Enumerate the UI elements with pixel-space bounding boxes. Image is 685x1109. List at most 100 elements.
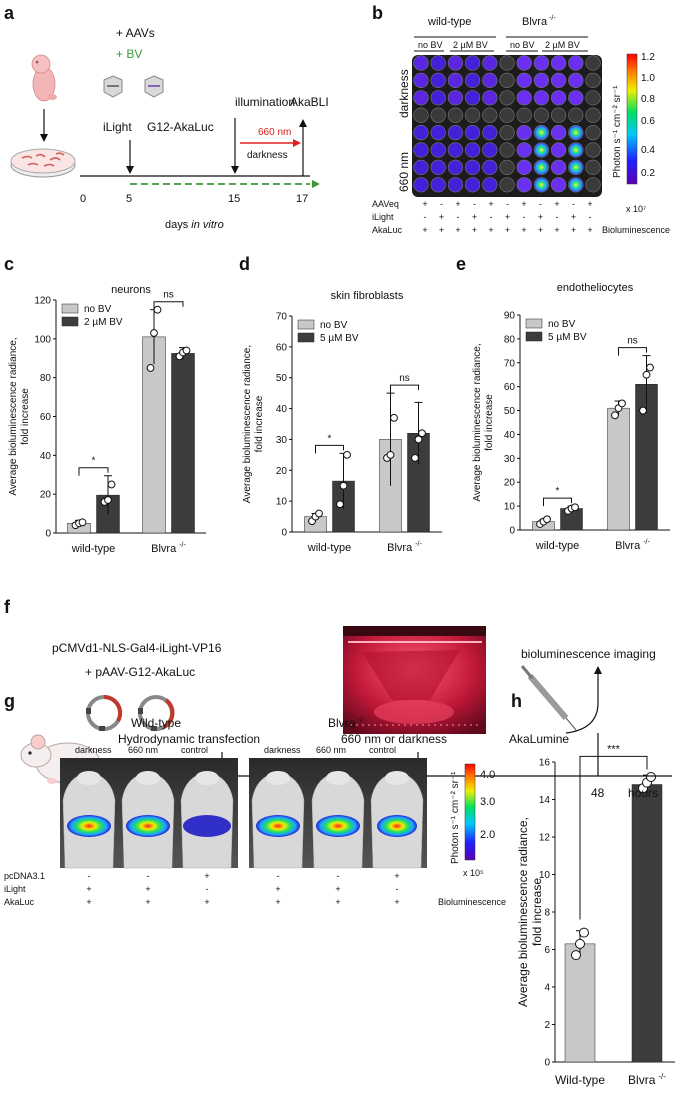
well (550, 159, 567, 175)
bar (564, 943, 596, 1063)
row-label-660: 660 nm (397, 152, 411, 192)
data-point (414, 435, 423, 444)
data-point (571, 950, 581, 961)
table-cell: - (490, 212, 493, 222)
table-cell: + (538, 212, 543, 222)
well (413, 142, 429, 158)
legend-label: no BV (84, 304, 112, 315)
well (585, 142, 601, 158)
well (413, 72, 429, 88)
group-label: Blvra -/- (151, 542, 186, 555)
well (516, 90, 532, 106)
group-label: Blvra -/- (387, 541, 422, 554)
table-cell: + (472, 225, 477, 235)
bar (171, 353, 195, 534)
well (585, 177, 601, 193)
well (516, 142, 532, 158)
data-point (543, 515, 551, 524)
colorbar-tick: 3.0 (480, 796, 495, 808)
well (447, 55, 464, 71)
y-tick-label: 0 (45, 529, 51, 540)
table-cell: + (571, 225, 576, 235)
well (499, 107, 515, 123)
well (568, 159, 584, 175)
table-cell: + (394, 871, 399, 881)
table-cell: - (396, 884, 399, 894)
significance-bracket (543, 497, 572, 507)
colorbar-tick: 0.2 (641, 168, 655, 179)
y-tick-label: 80 (40, 373, 52, 384)
well (413, 159, 429, 175)
legend-label: 2 µM BV (84, 317, 123, 328)
group-label: wild-type (535, 540, 579, 552)
data-point (104, 496, 112, 504)
data-point (107, 480, 116, 489)
significance-label: *** (607, 743, 621, 755)
y-tick-label: 60 (40, 412, 52, 423)
y-tick-label: 2 (544, 1020, 550, 1031)
y-tick-label: 120 (34, 296, 51, 307)
plasmid-icon (138, 695, 175, 731)
cond-label: 660 nm (128, 745, 158, 755)
light-label: 660 nm or darkness (341, 732, 447, 746)
data-point (639, 406, 647, 415)
bioluminescence-label: Bioluminescence (438, 897, 506, 907)
tick-label: 5 (126, 193, 132, 205)
well (465, 142, 481, 158)
well (533, 90, 550, 106)
panel-label-c: c (4, 254, 14, 274)
mouse-head (195, 771, 219, 785)
table-cell: + (554, 199, 559, 209)
table-cell: + (86, 897, 91, 907)
table-cell: + (488, 225, 493, 235)
panel-label-d: d (239, 254, 250, 274)
significance-bracket (315, 444, 344, 454)
data-point (182, 346, 191, 355)
legend-swatch (297, 319, 315, 330)
y-tick-label: 90 (504, 311, 516, 322)
condition-table: AAVeq iLight AkaLuc Bioluminescence + - + -… (372, 199, 670, 235)
y-tick-label: 10 (504, 502, 516, 513)
bioluminescence-label: Bioluminescence (602, 225, 670, 235)
well (499, 72, 515, 88)
wildtype-header: wild-type (427, 16, 471, 28)
culture-dish-illustration (10, 148, 76, 178)
well (585, 55, 601, 71)
legend-label: no BV (320, 320, 348, 331)
colorbar-tick: 4.0 (480, 769, 495, 781)
colorbar-label: Photon s⁻¹ cm⁻² sr⁻¹ (612, 85, 623, 178)
table-cell: + (521, 199, 526, 209)
table-cell: - (473, 199, 476, 209)
well (516, 177, 532, 193)
mouse-images (62, 771, 424, 869)
well (499, 177, 515, 193)
cond-no-bv: no BV (510, 40, 535, 50)
well (482, 159, 498, 175)
well (482, 125, 498, 141)
chart-title: endotheliocytes (557, 282, 634, 294)
row-label: iLight (4, 884, 26, 894)
legend-swatch (297, 332, 315, 343)
well (413, 107, 429, 123)
well (585, 90, 601, 106)
well (516, 72, 532, 88)
well (430, 72, 446, 88)
table-cell: + (335, 897, 340, 907)
table-cell: - (440, 199, 443, 209)
y-axis-label: Average bioluminescence radiance,fold in… (472, 343, 495, 501)
syringe-icon (520, 665, 577, 731)
table-cell: + (86, 884, 91, 894)
row-label: AkaLuc (372, 225, 403, 235)
well (533, 107, 550, 123)
data-point (336, 500, 344, 509)
well (482, 107, 498, 123)
table-cell: + (394, 897, 399, 907)
bioluminescence-signal (377, 815, 417, 837)
y-tick-label: 16 (539, 758, 551, 769)
y-axis-label: Average bioluminescence radiance,fold in… (8, 337, 31, 495)
well (533, 72, 550, 88)
significance-label: ns (399, 373, 410, 384)
table-cell: + (439, 225, 444, 235)
well (499, 125, 515, 141)
chart-title: skin fibroblasts (331, 290, 404, 302)
